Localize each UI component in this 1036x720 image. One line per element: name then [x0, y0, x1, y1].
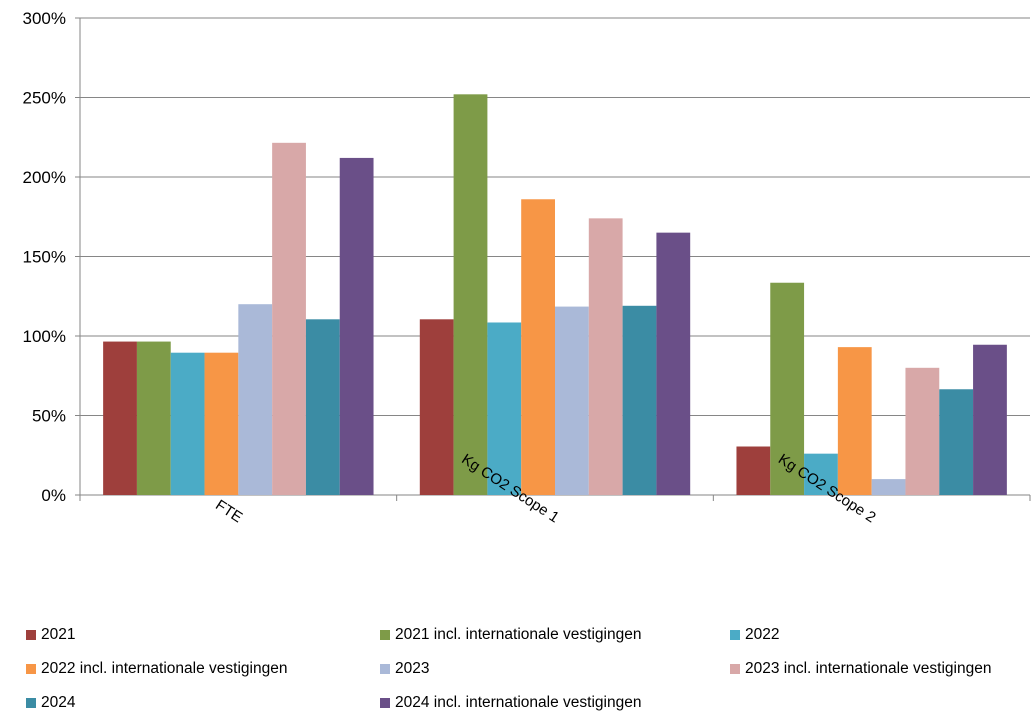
bar [521, 199, 555, 495]
bar [804, 453, 838, 495]
bar [170, 352, 205, 495]
bar [272, 142, 306, 495]
y-tick-label: 300% [23, 9, 66, 28]
bar [453, 94, 488, 495]
bar [939, 389, 974, 495]
bar [204, 352, 239, 495]
bar [622, 305, 657, 495]
y-tick-label: 200% [23, 168, 66, 187]
y-tick-label: 100% [23, 327, 66, 346]
bar [419, 319, 454, 495]
bar [770, 282, 805, 495]
bar [905, 367, 940, 495]
bar [305, 319, 340, 495]
bar [136, 341, 171, 495]
bar [103, 341, 137, 495]
y-tick-label: 150% [23, 248, 66, 267]
x-tick-label: FTE [212, 497, 245, 527]
bar [871, 479, 906, 495]
bar [837, 347, 872, 495]
y-tick-label: 250% [23, 89, 66, 108]
bar [555, 306, 589, 495]
bar [736, 446, 771, 495]
bar [656, 232, 691, 495]
y-tick-label: 50% [32, 407, 66, 426]
bar [339, 157, 374, 496]
y-tick-label: 0% [41, 486, 66, 505]
bar [973, 344, 1007, 495]
bar [238, 304, 273, 495]
bar [487, 322, 522, 495]
bar [588, 218, 623, 495]
